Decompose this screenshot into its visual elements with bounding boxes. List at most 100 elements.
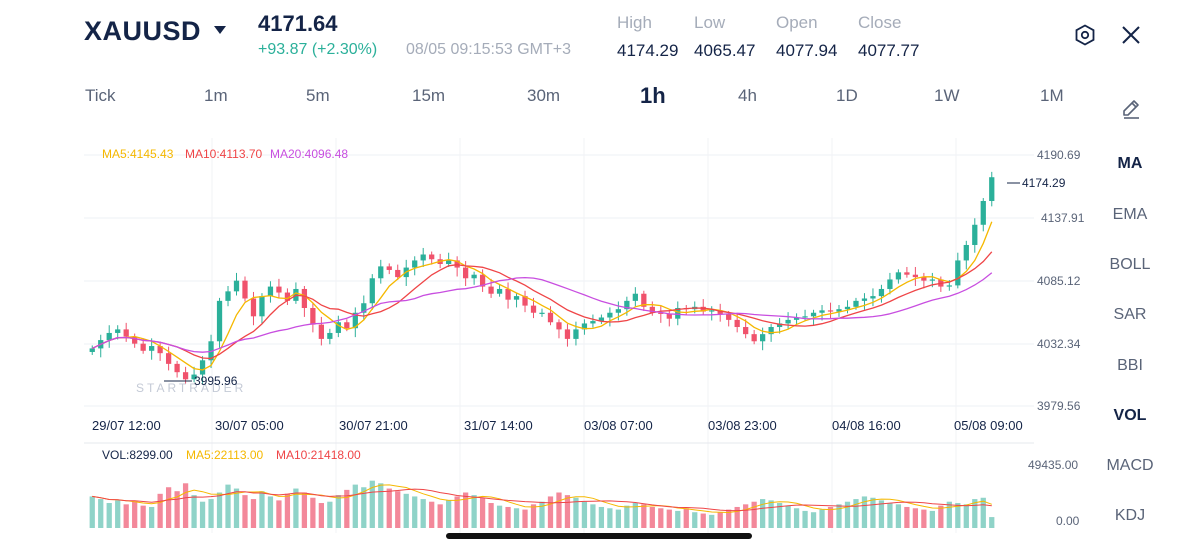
volume-bar [904,506,910,528]
candle-body [726,313,732,320]
pencil-icon[interactable] [1120,98,1142,120]
candle-body [810,312,817,317]
volume-bar [989,517,995,528]
x-tick-8: 05/08 09:00 [954,418,1023,433]
tab-1mo[interactable]: 1M [1040,86,1064,105]
candle-body [522,296,528,306]
tab-4h[interactable]: 4h [738,86,757,105]
volume-bar [369,480,375,528]
symbol-selector[interactable]: XAUUSD [84,16,202,46]
candle-body [853,300,859,307]
volume-bar [344,489,350,528]
candle-body [556,322,562,330]
volume-bar [530,504,537,528]
indicator-bbi[interactable]: BBI [1117,357,1143,374]
tab-1h[interactable]: 1h [640,83,666,108]
volume-ma-lines [92,484,992,514]
high-value: 4174.29 [617,41,679,60]
candle-body [352,312,358,329]
volume-bar [641,504,647,528]
candle-body [658,312,664,314]
volume-bar [802,510,808,528]
y-tick-3: 4085.12 [1037,274,1081,288]
candle-body [844,306,851,310]
volume-bar [318,503,324,528]
volume-bar [98,499,104,528]
candle-body [488,286,494,294]
volume-bar [709,514,715,528]
candle-body [420,254,426,261]
indicator-sar[interactable]: SAR [1113,306,1147,323]
vol-ma5-legend: MA5:22113.00 [186,448,263,462]
y-tick-2: 4137.91 [1041,211,1085,225]
candle-body [709,310,715,312]
volume-bar [412,496,418,528]
volume-bar [666,509,672,528]
tab-5m[interactable]: 5m [306,86,330,105]
timestamp: 08/05 09:15:53 GMT+3 [406,41,571,58]
indicator-boll[interactable]: BOLL [1109,256,1151,273]
chart-grid [84,138,1034,533]
tab-30m[interactable]: 30m [527,86,561,105]
candle-body [836,309,842,312]
candle-body [378,266,384,279]
tab-tick[interactable]: Tick [85,86,116,105]
candle-body [174,363,180,373]
x-tick-4: 31/07 14:00 [464,418,533,433]
volume-bar [310,497,316,528]
volume-bar [836,504,842,528]
candle-body [250,298,257,317]
candle-body [980,200,986,225]
indicator-macd[interactable]: MACD [1106,457,1154,474]
vol-y-tick-min: 0.00 [1056,514,1080,528]
volume-bar [972,499,978,528]
settings-icon[interactable] [1074,24,1096,46]
tab-1w[interactable]: 1W [934,86,960,105]
tab-1m[interactable]: 1m [204,86,228,105]
indicator-ma[interactable]: MA [1117,155,1143,172]
volume-bar [887,503,893,528]
volume-bar [174,491,180,528]
candle-body [615,309,622,313]
volume-bar [378,483,384,528]
tab-15m[interactable]: 15m [412,86,446,105]
candle-body [412,260,418,268]
candlestick-chart[interactable]: STARTRADER MA5:4145.43 MA10:4113.70 MA20… [84,138,1090,533]
volume-bar [844,501,851,528]
x-tick-5: 03/08 07:00 [584,418,653,433]
candle-body [887,279,893,289]
volume-bar [352,484,358,528]
volume-bar [437,504,443,528]
volume-bars [89,480,995,528]
volume-bar [929,510,935,528]
indicator-kdj[interactable]: KDJ [1114,507,1146,524]
candle-body [259,296,265,317]
x-tick-1: 29/07 12:00 [92,418,161,433]
candle-body [743,327,749,335]
candle-body [310,307,316,325]
candle-body [276,286,282,293]
close-icon[interactable] [1120,24,1142,46]
volume-bar [301,492,308,528]
volume-bar [539,501,545,528]
volume-bar [675,510,681,528]
volume-bar [165,487,172,528]
candle-body [861,298,868,301]
volume-bar [361,487,367,528]
candle-body [989,177,995,201]
indicator-ema[interactable]: EMA [1112,206,1148,223]
candle-body [429,254,435,260]
candle-body [946,285,952,287]
candle-body [530,305,537,313]
candle-body [225,291,231,301]
candle-body [182,372,189,380]
candle-body [115,329,121,333]
chevron-down-icon[interactable] [214,26,226,34]
volume-bar [743,504,749,528]
volume-bar [293,488,299,528]
volume-bar [106,503,112,528]
tab-1d[interactable]: 1D [836,86,858,105]
indicator-vol[interactable]: VOL [1113,407,1147,424]
candle-body [165,353,172,364]
candle-body [793,317,800,320]
